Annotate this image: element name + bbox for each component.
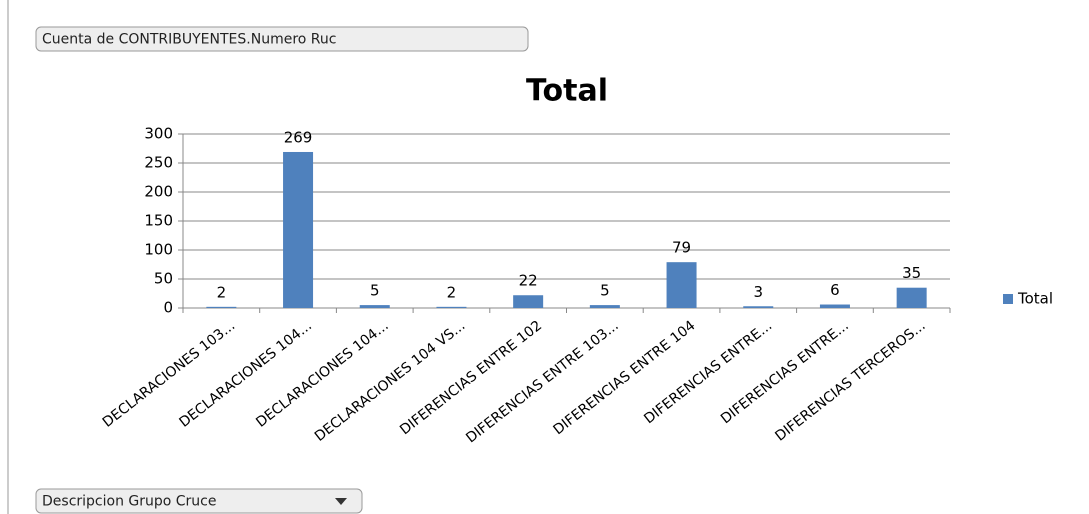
bar [513, 295, 544, 308]
bar [206, 306, 237, 308]
x-tick-label: DIFERENCIAS ENTRE 102 [397, 318, 545, 439]
y-tick-label: 250 [144, 154, 173, 172]
bar [743, 306, 774, 308]
bar [896, 287, 927, 308]
bar [436, 306, 467, 308]
data-label: 5 [370, 282, 380, 300]
bar [819, 304, 850, 308]
button-label: Cuenta de CONTRIBUYENTES.Numero Ruc [42, 32, 336, 48]
legend-swatch [1003, 294, 1013, 304]
y-tick-label: 100 [144, 241, 173, 259]
y-tick-label: 200 [144, 183, 173, 201]
data-label: 35 [902, 264, 921, 282]
y-tick-label: 300 [144, 125, 173, 143]
bar [589, 305, 620, 308]
y-tick-label: 50 [154, 270, 173, 288]
x-tick-label: DIFERENCIAS TERCEROS... [772, 318, 928, 445]
data-label: 22 [519, 272, 538, 290]
data-label: 2 [217, 283, 227, 301]
x-tick-label: DIFERENCIAS ENTRE... [718, 318, 852, 428]
button-label: Descripcion Grupo Cruce [42, 494, 217, 510]
x-tick-label: DECLARACIONES 104 VS... [312, 318, 469, 445]
y-tick-label: 150 [144, 212, 173, 230]
data-label: 79 [672, 239, 691, 257]
bar [666, 262, 697, 308]
dropdown-arrow [335, 498, 347, 505]
chart-title: Total [526, 74, 608, 109]
bar [283, 151, 314, 308]
value-field-button[interactable]: Cuenta de CONTRIBUYENTES.Numero Ruc [35, 26, 529, 52]
x-tick-label: DECLARACIONES 103... [100, 318, 238, 431]
data-label: 269 [284, 128, 313, 146]
button-frame [35, 488, 363, 514]
x-tick-label: DECLARACIONES 104... [176, 318, 314, 431]
x-tick-label: DECLARACIONES 104... [253, 318, 391, 431]
y-tick-label: 0 [163, 299, 173, 317]
legend-label: Total [1017, 290, 1053, 308]
data-label: 3 [753, 283, 763, 301]
data-label: 2 [447, 283, 457, 301]
data-label: 5 [600, 282, 610, 300]
x-tick-label: DIFERENCIAS ENTRE... [641, 318, 775, 428]
button-frame [35, 26, 529, 52]
bar [359, 305, 390, 308]
data-label: 6 [830, 281, 840, 299]
x-tick-label: DIFERENCIAS ENTRE 104 [550, 318, 698, 439]
axis-field-button[interactable]: Descripcion Grupo Cruce [35, 488, 363, 514]
x-tick-label: DIFERENCIAS ENTRE 103... [463, 318, 622, 447]
